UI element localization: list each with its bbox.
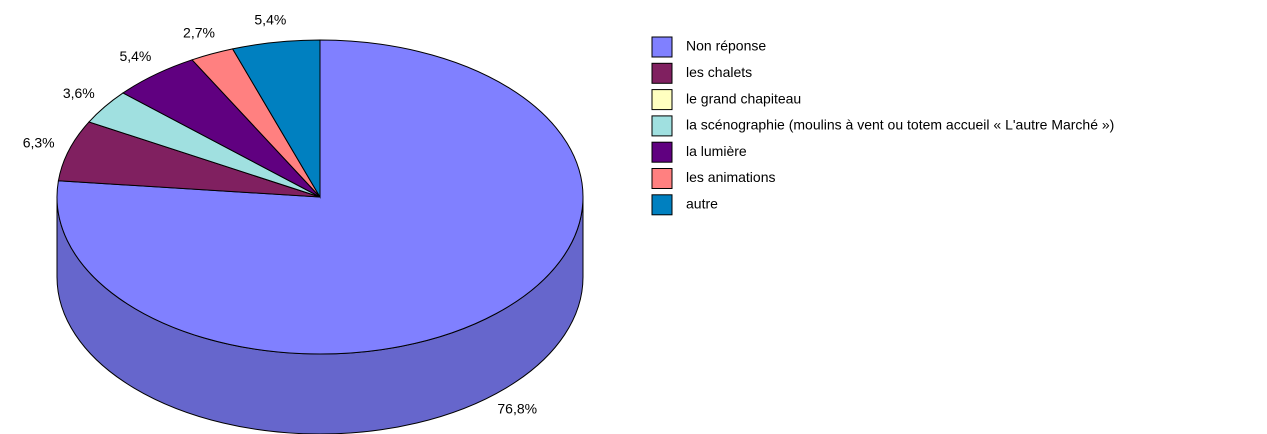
legend-label: les animations xyxy=(686,169,776,185)
legend-swatch xyxy=(651,141,673,163)
legend-swatch xyxy=(651,89,673,111)
data-label: 6,3% xyxy=(23,135,55,151)
legend-label: Non réponse xyxy=(686,38,766,54)
legend-swatch xyxy=(651,36,673,58)
data-label: 2,7% xyxy=(183,25,215,41)
legend-label: la lumière xyxy=(686,143,747,159)
legend-swatch xyxy=(651,62,673,84)
legend-swatch xyxy=(651,115,673,137)
legend-label: les chalets xyxy=(686,64,752,80)
data-label: 3,6% xyxy=(63,85,95,101)
slice xyxy=(231,39,321,199)
slice xyxy=(56,39,584,355)
legend-swatch xyxy=(651,194,673,216)
data-label: 5,4% xyxy=(254,11,286,27)
legend-label: la scénographie (moulins à vent ou totem… xyxy=(686,117,1114,133)
legend-label: le grand chapiteau xyxy=(686,90,801,106)
data-label: 76,8% xyxy=(497,401,537,417)
legend-swatch xyxy=(651,168,673,189)
legend-label: autre xyxy=(686,196,718,212)
data-label: 5,4% xyxy=(119,48,151,64)
